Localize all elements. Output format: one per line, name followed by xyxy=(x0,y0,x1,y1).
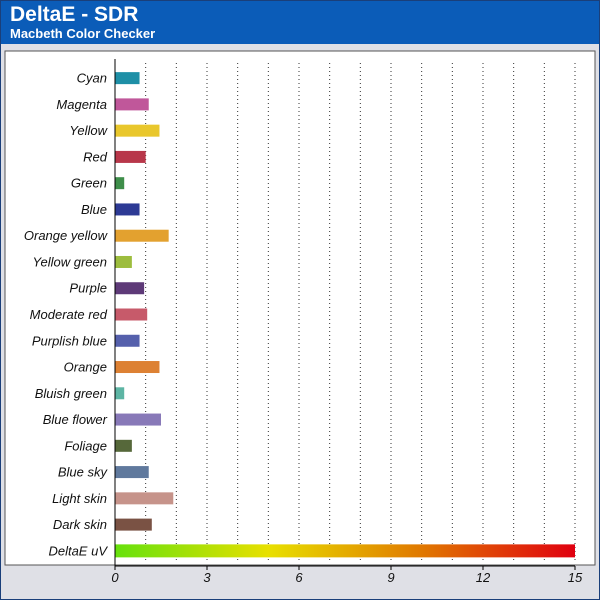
bar-yellow xyxy=(115,124,160,137)
bar-blue-flower xyxy=(115,413,161,426)
chart-header: DeltaE - SDR Macbeth Color Checker xyxy=(1,1,599,44)
category-label: Yellow xyxy=(69,123,108,138)
bar-bluish-green xyxy=(115,387,125,400)
chart-subtitle: Macbeth Color Checker xyxy=(10,26,156,41)
category-label: Red xyxy=(83,149,108,164)
x-tick-label: 15 xyxy=(568,570,583,585)
bar-deltae-uv xyxy=(115,544,575,558)
category-label: Dark skin xyxy=(53,517,107,532)
category-label: Blue flower xyxy=(43,412,108,427)
category-label: Light skin xyxy=(52,491,107,506)
bar-moderate-red xyxy=(115,308,148,321)
bar-blue-sky xyxy=(115,466,149,479)
bar-purplish-blue xyxy=(115,334,140,347)
category-label: Moderate red xyxy=(30,307,108,322)
bar-magenta xyxy=(115,98,149,111)
bar-orange-yellow xyxy=(115,229,169,242)
category-label: DeltaE uV xyxy=(48,543,108,558)
bar-green xyxy=(115,177,125,190)
category-label: Purplish blue xyxy=(32,333,107,348)
plot-area xyxy=(4,50,596,566)
category-label: Magenta xyxy=(56,97,107,112)
x-tick-label: 9 xyxy=(387,570,394,585)
x-tick-label: 3 xyxy=(203,570,211,585)
category-label: Orange yellow xyxy=(24,228,109,243)
category-label: Cyan xyxy=(77,71,107,86)
bar-yellow-green xyxy=(115,255,132,268)
bar-cyan xyxy=(115,72,140,85)
chart-title: DeltaE - SDR xyxy=(10,3,139,26)
bar-orange xyxy=(115,361,160,374)
bar-dark-skin xyxy=(115,518,152,531)
bar-light-skin xyxy=(115,492,174,505)
bar-red xyxy=(115,150,146,163)
x-tick-label: 6 xyxy=(295,570,303,585)
category-label: Yellow green xyxy=(33,254,107,269)
bar-purple xyxy=(115,282,145,295)
category-label: Purple xyxy=(69,281,107,296)
x-tick-label: 0 xyxy=(111,570,119,585)
x-tick-label: 12 xyxy=(476,570,491,585)
category-label: Blue sky xyxy=(58,465,109,480)
category-label: Foliage xyxy=(64,438,107,453)
category-label: Blue xyxy=(81,202,107,217)
category-label: Green xyxy=(71,176,107,191)
category-label: Bluish green xyxy=(35,386,107,401)
bar-foliage xyxy=(115,439,132,452)
category-label: Orange xyxy=(64,360,107,375)
bar-blue xyxy=(115,203,140,216)
